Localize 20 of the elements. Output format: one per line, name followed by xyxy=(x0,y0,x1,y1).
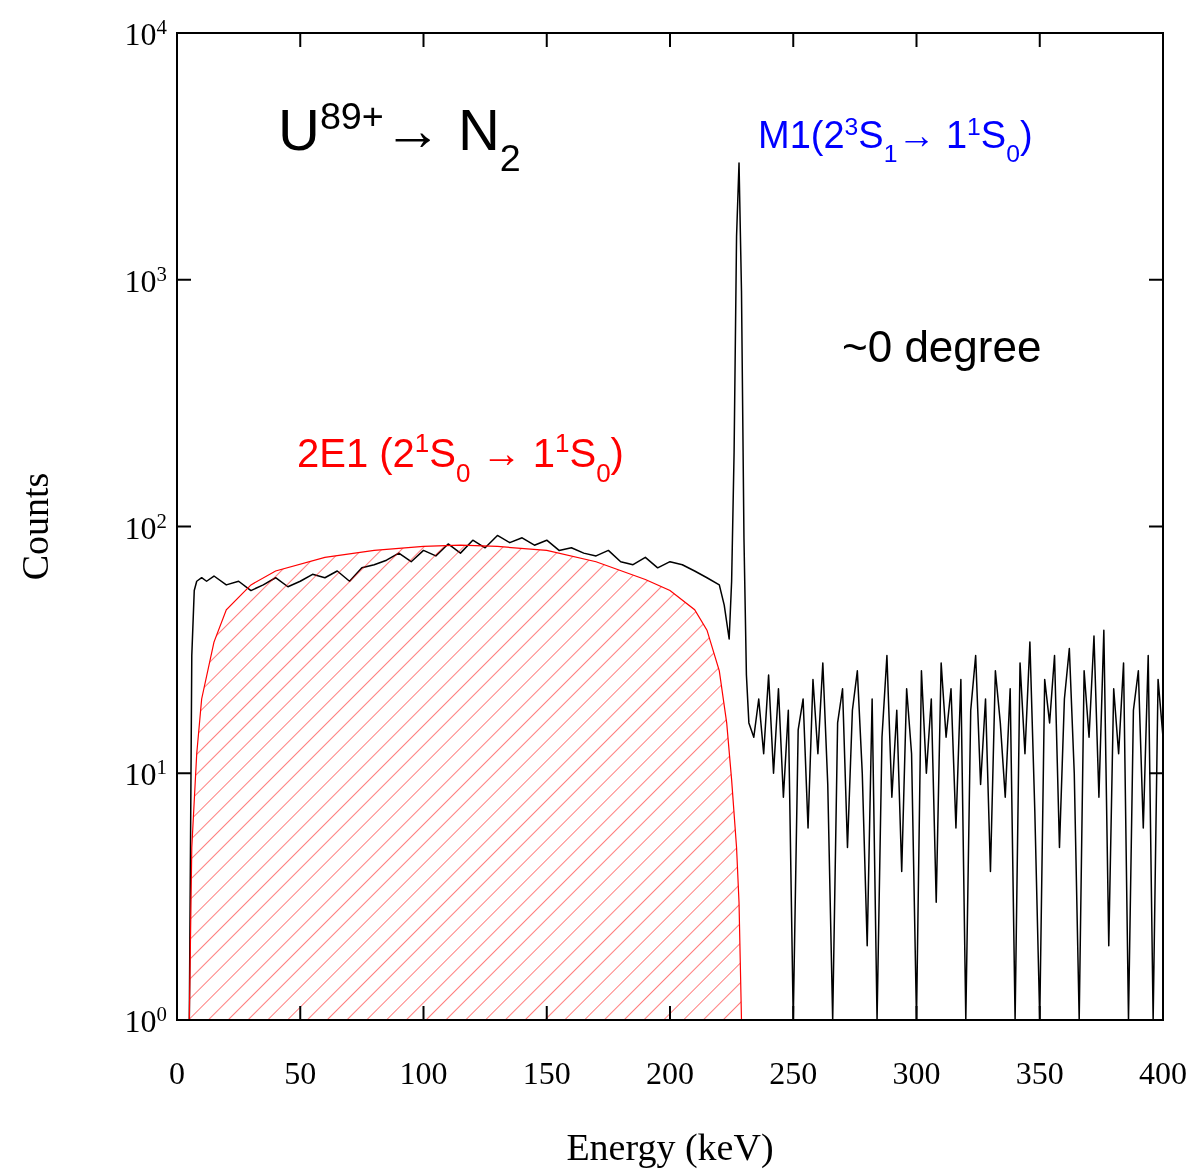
y-tick-label: 10$^{4}$ xyxy=(124,14,168,52)
text: 2E1 (2$^{1}$S$_{0}$ → 1$^{1}$S$_{0}$) xyxy=(297,428,624,489)
x-tick-label: 400 xyxy=(1139,1055,1187,1091)
y-tick-label: 10$^{1}$ xyxy=(124,754,167,793)
x-tick-label: 150 xyxy=(522,1055,571,1091)
x-tick-label: 0 xyxy=(169,1055,185,1091)
x-tick-label: 250 xyxy=(769,1055,818,1091)
x-axis-title: Energy (keV) xyxy=(566,1126,774,1169)
x-tick-label: 100 xyxy=(399,1055,448,1091)
y-tick-label: 10$^{2}$ xyxy=(124,508,167,546)
x-tick-label: 50 xyxy=(284,1055,317,1091)
x-tick-label: 350 xyxy=(1015,1055,1064,1091)
x-tick-label: 200 xyxy=(646,1055,694,1091)
y-tick-label: 10$^{0}$ xyxy=(124,1001,167,1039)
x-tick-label: 300 xyxy=(892,1055,941,1091)
y-tick-label: 10$^{3}$ xyxy=(124,261,167,299)
y-axis-title: Counts xyxy=(14,472,56,581)
annotation: U$^{89+}$→ N$_{2}$ xyxy=(278,95,521,179)
text: M1(2$^{3}$S$_{1}$→ 1$^{1}$S$_{0}$) xyxy=(758,112,1033,167)
annotation: ~0 degree xyxy=(842,322,1042,371)
